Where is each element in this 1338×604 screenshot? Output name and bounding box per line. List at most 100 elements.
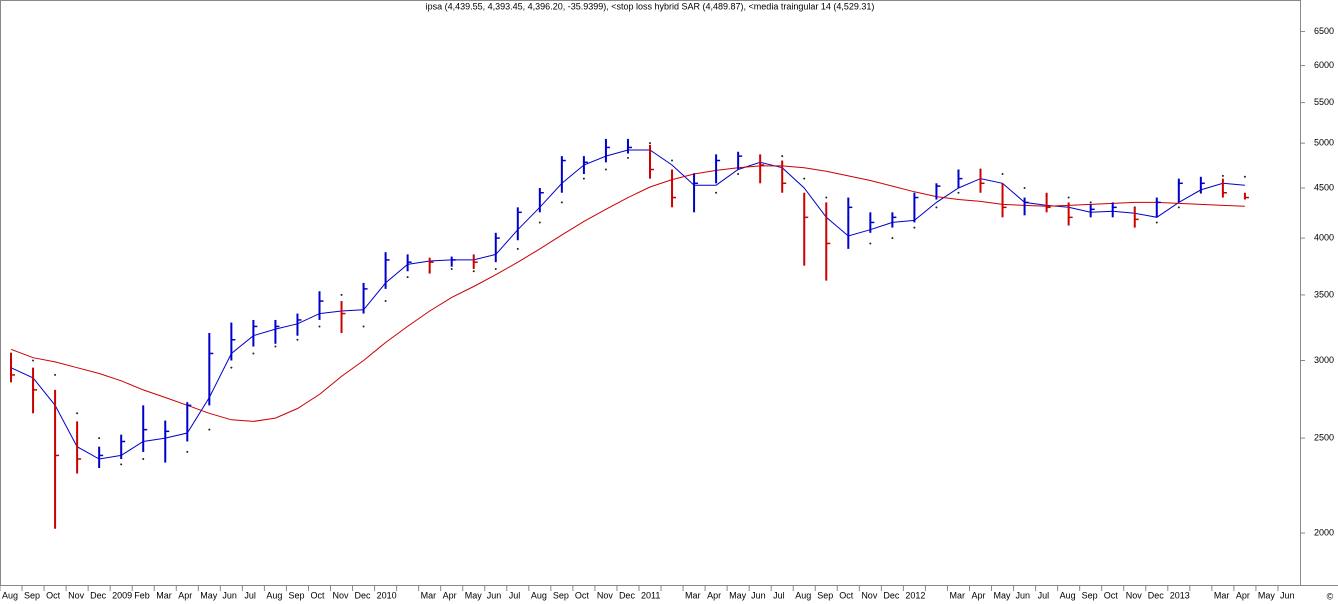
sar-dot [737, 173, 740, 176]
sar-dot [274, 345, 277, 348]
x-tick-label: Apr [971, 590, 985, 600]
sar-dot [803, 177, 806, 180]
x-tick-label: 2012 [905, 590, 925, 600]
x-tick-label: Apr [707, 590, 721, 600]
sar-dot [384, 300, 387, 303]
sar-dot [1023, 186, 1026, 189]
sar-dot [1089, 201, 1092, 204]
sar-dot [582, 177, 585, 180]
x-tick-label: Sep [553, 590, 569, 600]
sar-dot [142, 458, 145, 461]
sar-dot [472, 270, 475, 273]
x-tick-label: Feb [134, 590, 150, 600]
x-tick-label: Dec [355, 590, 372, 600]
x-tick-label: Dec [883, 590, 900, 600]
x-tick-label: Jul [509, 590, 521, 600]
sar-dot [649, 142, 651, 145]
x-tick-label: Sep [24, 590, 40, 600]
y-tick-label: 3500 [1314, 289, 1334, 299]
x-tick-label: Sep [817, 590, 833, 600]
x-tick-label: Aug [795, 590, 811, 600]
x-tick-label: Oct [310, 590, 325, 600]
chart-title: ipsa (4,439.55, 4,393.45, 4,396.20, -35.… [426, 1, 875, 11]
x-tick-label: Jun [1016, 590, 1031, 600]
y-tick-label: 5000 [1314, 138, 1334, 148]
x-tick-label: Jul [773, 590, 785, 600]
x-tick-label: Nov [1126, 590, 1143, 600]
x-tick-label: Oct [839, 590, 854, 600]
sar-dot [1155, 221, 1158, 224]
y-tick-label: 2500 [1314, 432, 1334, 442]
x-tick-label: 2013 [1170, 590, 1190, 600]
sar-dot [1177, 206, 1180, 209]
x-tick-label: Aug [531, 590, 547, 600]
y-tick-label: 5500 [1314, 97, 1334, 107]
x-tick-label: Apr [443, 590, 457, 600]
sar-dot [406, 276, 409, 279]
x-tick-label: Aug [1060, 590, 1076, 600]
x-tick-label: Aug [266, 590, 282, 600]
sar-dot [604, 168, 607, 171]
x-tick-label: May [994, 590, 1012, 600]
sar-dot [76, 412, 79, 415]
x-tick-label: Jun [222, 590, 237, 600]
sar-dot [1221, 174, 1224, 177]
sar-dot [825, 196, 828, 199]
sar-dot [781, 155, 784, 158]
sar-dot [869, 242, 872, 245]
sar-dot [296, 338, 299, 341]
sar-dot [186, 450, 189, 453]
sar-dot [318, 325, 321, 328]
x-tick-label: Oct [1104, 590, 1119, 600]
sar-dot [1001, 173, 1004, 176]
x-tick-label: Nov [68, 590, 85, 600]
x-tick-label: 2009 [112, 590, 132, 600]
x-tick-label: Mar [949, 590, 965, 600]
x-tick-label: Mar [685, 590, 701, 600]
x-tick-label: Aug [2, 590, 18, 600]
y-tick-label: 4000 [1314, 232, 1334, 242]
sar-dot [32, 359, 35, 362]
sar-dot [450, 267, 453, 270]
sar-dot [494, 267, 497, 270]
y-tick-label: 6000 [1314, 60, 1334, 70]
sar-dot [957, 191, 960, 194]
x-tick-label: Apr [1236, 590, 1250, 600]
x-tick-label: Dec [1148, 590, 1165, 600]
x-tick-label: Jul [1038, 590, 1050, 600]
sar-dot [560, 201, 563, 204]
x-tick-label: Jun [487, 590, 502, 600]
x-tick-label: Apr [178, 590, 192, 600]
sar-dot [1243, 175, 1246, 178]
x-tick-label: Nov [861, 590, 878, 600]
sar-dot [913, 226, 916, 229]
x-tick-label: Jun [751, 590, 766, 600]
x-tick-label: Nov [597, 590, 614, 600]
sar-dot [252, 352, 255, 355]
sar-dot [1067, 196, 1070, 199]
x-tick-label: May [729, 590, 747, 600]
sar-dot [208, 428, 211, 431]
x-tick-label: Jul [244, 590, 256, 600]
x-tick-label: Dec [90, 590, 107, 600]
x-tick-label: Nov [333, 590, 350, 600]
sar-dot [538, 221, 541, 224]
sar-dot [671, 159, 674, 162]
sar-dot [516, 247, 519, 250]
x-tick-label: May [200, 590, 218, 600]
sar-dot [891, 237, 894, 240]
sar-dot [230, 366, 233, 369]
y-tick-label: 4500 [1314, 182, 1334, 192]
x-tick-label: Sep [288, 590, 304, 600]
x-tick-label: May [465, 590, 483, 600]
x-tick-label: May [1258, 590, 1276, 600]
sar-dot [120, 463, 123, 466]
sar-dot [340, 293, 343, 296]
sar-dot [626, 156, 629, 159]
indicator-line [10, 165, 1245, 422]
y-tick-label: 6500 [1314, 26, 1334, 36]
x-tick-label: Jun [1280, 590, 1295, 600]
x-tick-label: Sep [1082, 590, 1098, 600]
